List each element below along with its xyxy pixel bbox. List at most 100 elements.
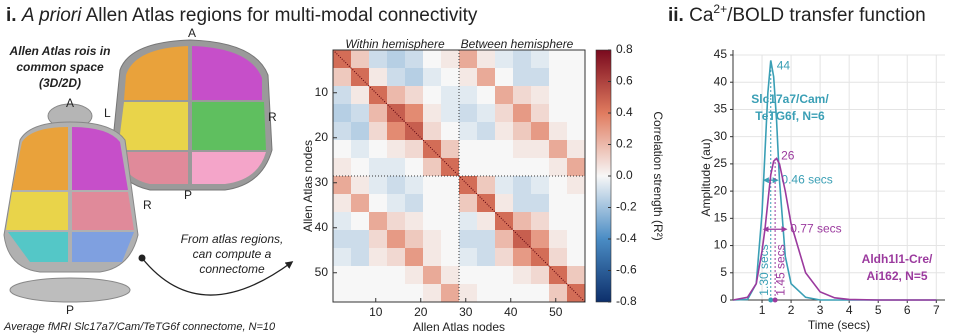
heatmap-cell (531, 176, 550, 195)
heatmap-cell (333, 248, 352, 267)
heatmap-cell (567, 176, 586, 195)
heatmap-cell (531, 194, 550, 213)
heatmap-cell (351, 248, 370, 267)
x-tick-label: 3 (817, 303, 824, 317)
heatmap-cell (387, 248, 406, 267)
heatmap-cell (405, 140, 424, 159)
heatmap-cell (423, 50, 442, 69)
heatmap-cell (459, 212, 478, 231)
y-tick-label: 15 (714, 211, 728, 225)
heatmap-cell (567, 266, 586, 285)
region (72, 192, 134, 230)
heatmap-cell (369, 266, 388, 285)
title-text: Allen Atlas regions for multi-modal conn… (86, 5, 478, 26)
y-tick-label: 40 (714, 74, 728, 88)
heatmap-cell (513, 122, 532, 141)
heatmap-cell (333, 86, 352, 105)
heatmap-cell (477, 230, 496, 249)
header: Within hemisphere (345, 37, 445, 51)
heatmap-cell (351, 122, 370, 141)
region (192, 102, 266, 150)
region (6, 192, 68, 230)
heatmap-cell (513, 140, 532, 159)
heatmap-cell (351, 230, 370, 249)
heatmap-cell (567, 68, 586, 87)
heatmap-cell (405, 158, 424, 177)
heatmap-cell (351, 266, 370, 285)
heatmap-cell (423, 212, 442, 231)
region (72, 127, 128, 190)
heatmap-cell (513, 86, 532, 105)
title-text: Ca (689, 5, 714, 26)
colorbar-label: Correlation strength (R²) (651, 111, 665, 240)
heatmap-cell (423, 122, 442, 141)
heatmap-cell (567, 140, 586, 159)
heatmap-cell (441, 68, 460, 87)
heatmap-cell (351, 194, 370, 213)
heatmap-cell (423, 86, 442, 105)
heatmap-cell (549, 158, 568, 177)
rois-text: Allen Atlas rois in (9, 44, 111, 58)
x-axis-label: Time (secs) (808, 318, 870, 332)
series-label: Slc17a7/Cam/ (751, 92, 829, 106)
heatmap-cell (351, 86, 370, 105)
y-tick-label: 25 (714, 156, 728, 170)
region (192, 152, 266, 184)
heatmap-cell (441, 140, 460, 159)
heatmap-cell (333, 176, 352, 195)
heatmap-cell (495, 140, 514, 159)
heatmap-cell (567, 212, 586, 231)
arrow-text: connectome (199, 262, 265, 276)
heatmap-cell (513, 266, 532, 285)
colorbar-tick-label: 0.0 (616, 168, 633, 182)
arrow (141, 257, 294, 296)
heatmap-cell (405, 248, 424, 267)
heatmap-cell (495, 230, 514, 249)
heatmap-cell (531, 284, 550, 303)
heatmap-cell (441, 212, 460, 231)
heatmap-cell (549, 230, 568, 249)
region (124, 46, 188, 100)
heatmap-cell (423, 284, 442, 303)
heatmap-cell (333, 122, 352, 141)
heatmap-cell (369, 248, 388, 267)
peak-label: 26 (781, 149, 795, 163)
heatmap-cell (549, 68, 568, 87)
heatmap-cell (387, 284, 406, 303)
heatmap-cell (459, 158, 478, 177)
colorbar-tick-label: 0.2 (616, 137, 633, 151)
heatmap-cell (405, 50, 424, 69)
heatmap-cell (531, 122, 550, 141)
y-tick-label: 20 (714, 183, 728, 197)
heatmap-cell (369, 158, 388, 177)
peak-label: 44 (777, 59, 791, 73)
region (12, 127, 68, 190)
heatmap-cell (405, 104, 424, 123)
region (118, 102, 188, 150)
heatmap-cell (387, 86, 406, 105)
y-tick-label: 30 (714, 129, 728, 143)
region (120, 152, 188, 184)
heatmap-cell (459, 50, 478, 69)
heatmap-cell (333, 140, 352, 159)
heatmap-cell (423, 194, 442, 213)
heatmap-cell (531, 86, 550, 105)
heatmap-cell (441, 230, 460, 249)
heatmap-cell (567, 230, 586, 249)
heatmap-cell (333, 194, 352, 213)
heatmap-cell (531, 140, 550, 159)
heatmap-cell (405, 212, 424, 231)
heatmap-cell (333, 230, 352, 249)
heatmap-cell (405, 284, 424, 303)
panel-title: i. A priori Allen Atlas regions for mult… (6, 5, 478, 26)
heatmap-cell (459, 194, 478, 213)
heatmap-cell (513, 176, 532, 195)
fwhm-label: 0.46 secs (781, 172, 832, 186)
heatmap-cell (441, 122, 460, 141)
heatmap-cell (567, 194, 586, 213)
y-tick-label: 40 (315, 220, 329, 234)
heatmap-cell (423, 68, 442, 87)
heatmap-cell (477, 158, 496, 177)
x-tick-label: 4 (846, 303, 853, 317)
heatmap-cell (387, 194, 406, 213)
